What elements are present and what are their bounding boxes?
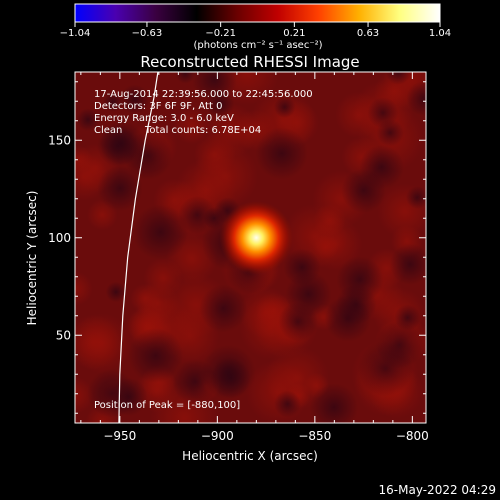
colorbar-tick-label: 1.04	[429, 28, 451, 39]
texture-dark-blob	[255, 127, 308, 180]
colorbar-tick-label: 0.63	[357, 28, 379, 39]
texture-dark-blob	[76, 108, 100, 132]
colorbar-ticks: −1.04 −0.63 −0.21 0.21 0.63 1.04	[60, 22, 451, 39]
colorbar-tick-label: −0.21	[205, 28, 236, 39]
texture-dark-blob	[178, 195, 217, 234]
texture-dark-blob	[97, 165, 143, 212]
colorbar	[74, 3, 441, 23]
chart-title: Reconstructed RHESSI Image	[140, 53, 359, 71]
colorbar-tick-label: −1.04	[60, 28, 91, 39]
texture-blob	[75, 271, 93, 306]
annotation-peak-position: Position of Peak = [-880,100]	[94, 400, 240, 411]
texture-dark-blob	[128, 327, 184, 384]
plot-frame	[74, 71, 427, 424]
texture-dark-blob	[199, 284, 248, 333]
texture-dark-blob	[102, 91, 124, 112]
texture-dark-blob	[175, 72, 196, 84]
texture-dark-blob	[119, 84, 150, 115]
texture-dark-blob	[324, 295, 372, 342]
texture-blob	[75, 313, 132, 374]
annotation-total-counts: Total counts: 6.78E+04	[144, 125, 261, 136]
y-tick-label: 150	[48, 133, 71, 147]
texture-dark-blob	[376, 118, 404, 147]
texture-dark-blob	[87, 368, 136, 418]
x-tick-label: −800	[396, 429, 429, 443]
texture-dark-blob	[406, 80, 426, 116]
texture-dark-blob	[123, 131, 173, 180]
annotation-method: Clean	[94, 125, 122, 136]
texture-dark-blob	[278, 302, 318, 342]
annotation-energy-range: Energy Range: 3.0 - 6.0 keV	[94, 113, 234, 124]
x-tick-label: −900	[201, 429, 234, 443]
x-axis: −950 −900 −850 −800	[80, 72, 429, 443]
texture-dark-blob	[191, 72, 237, 103]
texture-dark-blob	[105, 281, 127, 303]
flare-source	[219, 200, 294, 275]
annotation-time-range: 17-Aug-2014 22:39:56.000 to 22:45:56.000	[94, 89, 313, 100]
colorbar-tick-label: 0.21	[283, 28, 305, 39]
texture-dark-blob	[336, 256, 384, 304]
texture-blob	[312, 234, 339, 260]
image-area	[75, 72, 426, 423]
texture-dark-blob	[394, 304, 421, 331]
x-tick-label: −850	[298, 429, 331, 443]
texture-dark-blob	[210, 357, 251, 399]
y-tick-label: 50	[56, 328, 71, 342]
x-axis-label: Heliocentric X (arcsec)	[182, 449, 318, 463]
texture-dark-blob	[357, 340, 414, 397]
annotation-detectors: Detectors: 3F 6F 9F, Att 0	[94, 101, 222, 112]
texture-blob	[136, 282, 180, 325]
texture-dark-blob	[309, 383, 359, 423]
texture-dark-blob	[405, 186, 426, 210]
texture-blob	[173, 107, 211, 145]
y-tick-label: 100	[48, 231, 71, 245]
y-axis-label: Heliocentric Y (arcsec)	[25, 191, 39, 326]
texture-dark-blob	[389, 243, 426, 285]
y-axis: 50 100 150	[48, 81, 426, 414]
texture-dark-blob	[385, 72, 411, 85]
x-tick-label: −950	[103, 429, 136, 443]
colorbar-tick-label: −0.63	[132, 28, 163, 39]
solar-limb-curve	[118, 72, 159, 423]
texture-dark-blob	[341, 168, 386, 213]
texture-dark-blob	[132, 204, 189, 261]
texture-dark-blob	[172, 359, 219, 405]
footer-timestamp: 16-May-2022 04:29	[379, 483, 496, 497]
image-texture	[75, 72, 426, 423]
texture-dark-blob	[273, 96, 296, 119]
colorbar-unit-label: (photons cm⁻² s⁻¹ asec⁻²)	[193, 40, 322, 51]
texture-dark-blob	[273, 390, 301, 418]
